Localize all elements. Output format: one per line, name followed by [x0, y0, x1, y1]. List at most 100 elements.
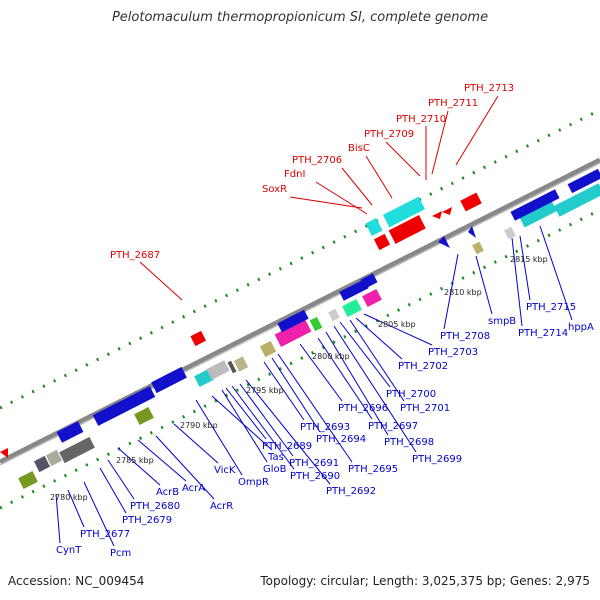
lower-gene-connector — [475, 255, 493, 315]
kbp-tick-label: 2780 kbp — [50, 493, 88, 502]
upper-gene-label: BisC — [348, 143, 370, 154]
lower-gene-label: PTH_2698 — [384, 437, 434, 448]
upper-gene-label: SoxR — [262, 184, 287, 195]
genome-title: Pelotomaculum thermopropionicum SI, comp… — [111, 10, 489, 25]
gene-feature — [567, 168, 600, 194]
lower-gene-label: PTH_2699 — [412, 454, 462, 465]
lower-gene-label: Pcm — [110, 548, 131, 559]
lower-gene-connector — [539, 225, 573, 321]
lower-gene-label: PTH_2708 — [440, 331, 490, 342]
upper-gene-connector — [341, 167, 373, 206]
gene-feature — [339, 279, 369, 301]
lower-gene-connector — [83, 481, 115, 547]
lower-gene-connector — [339, 321, 391, 388]
gene-feature — [468, 226, 476, 238]
lower-gene-label: AcrB — [156, 487, 179, 498]
lower-gene-connector — [195, 399, 243, 476]
upper-gene-connector — [139, 261, 183, 301]
upper-gene-connector — [365, 155, 393, 199]
lower-gene-connector — [519, 235, 531, 301]
gene-feature — [328, 308, 340, 322]
gene-feature — [151, 366, 187, 394]
kbp-tick-label: 2810 kbp — [444, 288, 482, 297]
lower-gene-label: PTH_2701 — [400, 403, 450, 414]
kbp-tick-label: 2795 kbp — [246, 386, 284, 395]
lower-gene-label: hppA — [568, 322, 594, 333]
upper-gene-label: PTH_2713 — [464, 83, 514, 94]
gene-feature — [383, 196, 425, 228]
gene-feature — [233, 356, 249, 372]
lower-gene-connector — [349, 319, 405, 402]
gene-feature — [56, 421, 84, 443]
lower-gene-label: PTH_2692 — [326, 486, 376, 497]
lower-gene-connector — [155, 435, 215, 500]
lower-gene-label: smpB — [488, 316, 516, 327]
lower-gene-connector — [107, 459, 135, 500]
lower-gene-connector — [137, 439, 187, 482]
lower-gene-label: AcrA — [182, 483, 205, 494]
gene-feature — [277, 309, 309, 333]
genome-backbone — [0, 157, 600, 465]
upper-gene-connector — [431, 110, 449, 175]
gene-feature — [227, 360, 237, 374]
upper-gene-connector — [455, 95, 499, 166]
lower-gene-connector — [173, 423, 219, 464]
lower-gene-connector — [277, 353, 353, 463]
lower-gene-label: VicK — [214, 465, 236, 476]
gene-feature — [510, 189, 560, 221]
upper-gene-label: PTH_2710 — [396, 114, 446, 125]
lower-gene-connector — [355, 317, 403, 360]
gene-feature — [206, 360, 230, 380]
gene-feature — [388, 215, 426, 244]
lower-gene-connector — [299, 343, 343, 402]
gene-feature — [365, 218, 383, 236]
lower-gene-connector — [239, 383, 294, 457]
gene-feature — [309, 316, 323, 332]
kbp-tick-label: 2785 kbp — [116, 456, 154, 465]
gene-feature — [373, 233, 391, 251]
lower-gene-connector — [211, 395, 273, 451]
gene-feature — [274, 319, 312, 347]
gene-feature — [59, 436, 95, 464]
lower-gene-connector — [245, 379, 331, 485]
lower-gene-label: PTH_2703 — [428, 347, 478, 358]
lower-gene-connector — [67, 489, 85, 528]
topology-label: Topology: circular; Length: 3,025,375 bp… — [260, 574, 590, 588]
lower-gene-connector — [363, 313, 433, 346]
accession-label: Accession: NC_009454 — [8, 574, 145, 588]
lower-gene-label: PTH_2696 — [338, 403, 388, 414]
upper-gene-label: PTH_2687 — [110, 250, 160, 261]
lower-gene-connector — [263, 361, 305, 421]
gene-feature — [362, 289, 382, 307]
gene-feature — [134, 407, 154, 425]
gene-feature — [519, 200, 557, 228]
lower-gene-label: GloB — [263, 464, 287, 475]
gene-feature — [259, 340, 277, 358]
kbp-tick-label: 2800 kbp — [312, 352, 350, 361]
gene-feature — [442, 207, 452, 215]
lower-gene-label: PTH_2680 — [130, 501, 180, 512]
lower-gene-connector — [231, 385, 295, 470]
lower-gene-label: PTH_2689 — [262, 441, 312, 452]
upper-gene-label: PTH_2711 — [428, 98, 478, 109]
lower-gene-label: PTH_2691 — [289, 458, 339, 469]
lower-gene-label: PTH_2690 — [290, 471, 340, 482]
lower-gene-label: OmpR — [238, 477, 269, 488]
kbp-tick-label: 2805 kbp — [378, 320, 416, 329]
upper-gene-connector — [315, 181, 368, 215]
lower-gene-label: PTH_2695 — [348, 464, 398, 475]
kbp-tick-label: 2815 kbp — [510, 255, 548, 264]
lower-gene-label: PTH_2693 — [300, 422, 350, 433]
lower-gene-connector — [99, 467, 127, 514]
upper-gene-label: PTH_2706 — [292, 155, 342, 166]
lower-gene-label: PTH_2714 — [518, 328, 568, 339]
lower-gene-connector — [221, 389, 268, 463]
lower-gene-connector — [511, 237, 523, 327]
lower-gene-connector — [325, 331, 389, 436]
lower-gene-connector — [271, 357, 321, 433]
gene-feature — [554, 183, 600, 217]
lower-gene-label: PTH_2715 — [526, 302, 576, 313]
lower-gene-connector — [443, 253, 459, 330]
gene-feature — [342, 299, 362, 317]
